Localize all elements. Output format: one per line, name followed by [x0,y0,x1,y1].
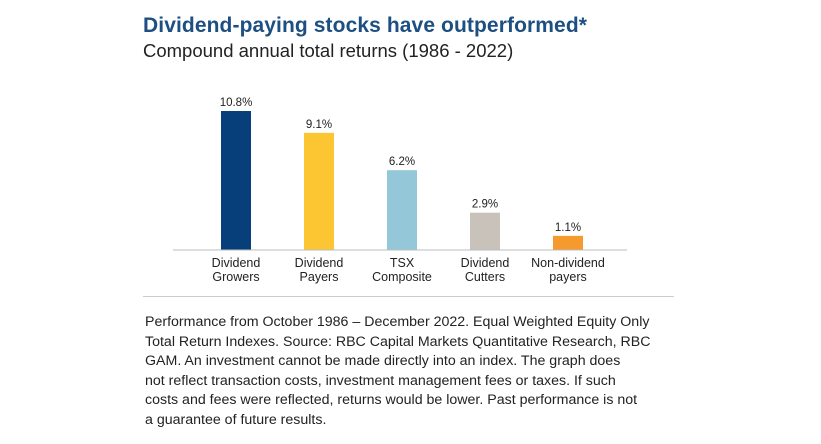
data-label: 10.8% [220,97,253,109]
x-tick-label: Payers [300,270,339,284]
x-tick-label: TSX [390,256,415,270]
footnote-line: costs and fees were reflected, returns w… [145,392,638,409]
footnote-line: Total Return Indexes. Source: RBC Capita… [145,333,651,350]
data-label: 2.9% [472,199,498,211]
chart-subtitle: Compound annual total returns (1986 - 20… [143,40,514,61]
footnote-line: a guarantee of future results. [145,411,327,428]
footnote-line: GAM. An investment cannot be made direct… [145,353,621,370]
bar [470,212,500,250]
x-tick-label: payers [549,270,587,284]
x-tick-label: Dividend [461,256,510,270]
data-label: 1.1% [555,222,581,234]
x-tick-label: Composite [372,270,432,284]
bar [304,132,334,250]
bar-chart: 10.8%DividendGrowers9.1%DividendPayers6.… [173,97,627,284]
bar [221,111,251,250]
x-tick-label: Dividend [295,256,344,270]
x-tick-label: Non-dividend [531,256,605,270]
bar [387,170,417,250]
divider [143,296,674,297]
footnote: Performance from October 1986 – December… [145,313,650,431]
data-label: 9.1% [306,119,332,131]
footnote-line: not reflect transaction costs, investmen… [145,372,616,389]
x-tick-label: Cutters [465,270,505,284]
data-label: 6.2% [389,156,415,168]
x-tick-label: Dividend [212,256,261,270]
chart-title: Dividend-paying stocks have outperformed… [143,14,588,37]
bar [553,235,583,250]
footnote-line: Performance from October 1986 – December… [145,314,650,330]
x-tick-label: Growers [212,270,259,284]
